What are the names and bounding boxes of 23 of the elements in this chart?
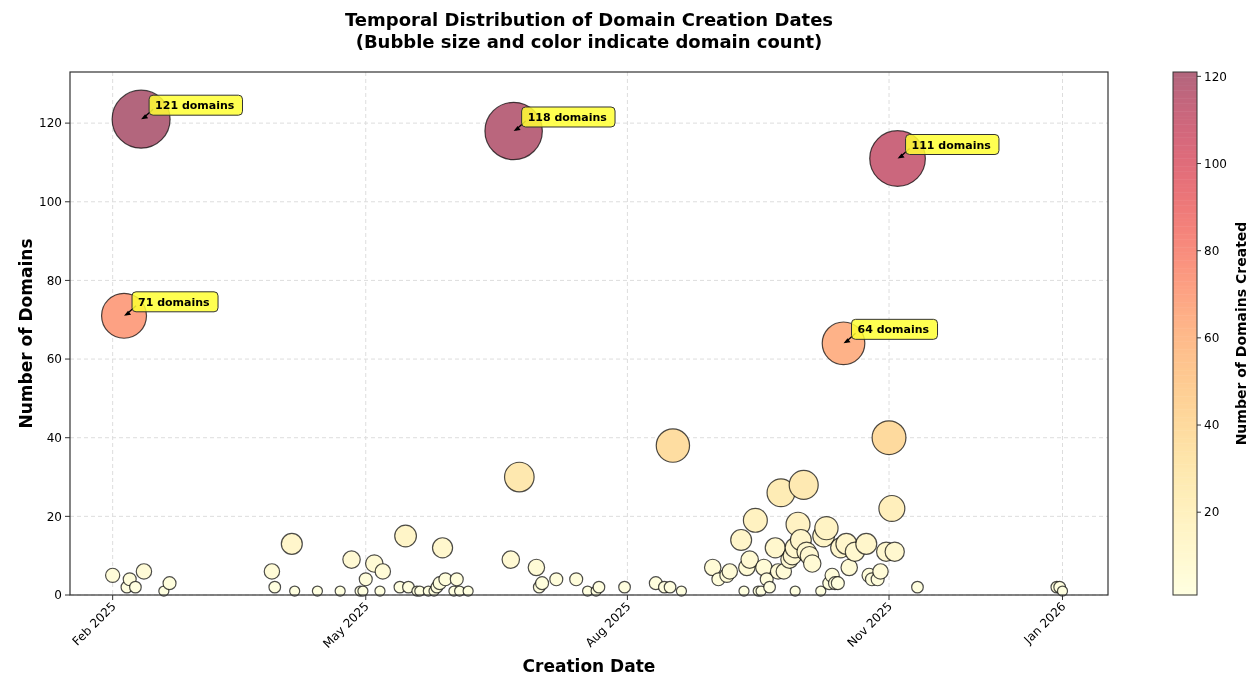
color-bar-label: 120: [1204, 69, 1227, 84]
color-bar-label: 40: [1204, 418, 1220, 433]
annotation: 64 domains: [857, 323, 930, 337]
color-bar-label: 20: [1204, 505, 1220, 520]
color-bar-label: 60: [1204, 331, 1220, 346]
annotation: 111 domains: [911, 138, 992, 152]
chart-subtitle: (Bubble size and color indicate domain count): [355, 31, 823, 52]
y-tick-label: 60: [46, 352, 62, 367]
y-tick-label: 40: [46, 430, 62, 445]
color-bar-title: Number of Domains Created: [1233, 221, 1249, 446]
annotation: 121 domains: [155, 99, 235, 113]
annotation: 71 domains: [138, 295, 211, 309]
y-axis-title: Number of Domains: [16, 238, 36, 429]
annotation: 118 domains: [527, 110, 608, 124]
color-bar-label: 100: [1204, 156, 1227, 171]
x-axis-title: Creation Date: [522, 656, 656, 676]
y-tick-label: 0: [54, 588, 62, 603]
y-tick-label: 120: [39, 116, 62, 131]
y-tick-label: 20: [46, 509, 62, 524]
y-tick-label: 100: [39, 194, 62, 209]
y-tick-label: 80: [46, 273, 62, 288]
color-bar-label: 80: [1204, 243, 1220, 258]
chart-title: Temporal Distribution of Domain Creation Dates: [344, 9, 834, 30]
